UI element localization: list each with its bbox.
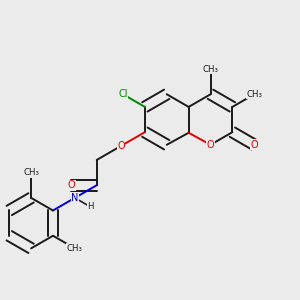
Text: CH₃: CH₃ — [23, 168, 39, 177]
Text: N: N — [71, 193, 79, 203]
Text: CH₃: CH₃ — [202, 64, 218, 74]
Text: O: O — [250, 140, 258, 150]
Text: O: O — [68, 180, 75, 190]
Text: Cl: Cl — [118, 89, 128, 99]
Text: CH₃: CH₃ — [246, 90, 262, 99]
Text: CH₃: CH₃ — [67, 244, 83, 253]
Text: O: O — [207, 140, 214, 150]
Text: H: H — [87, 202, 93, 211]
Text: O: O — [117, 141, 124, 151]
